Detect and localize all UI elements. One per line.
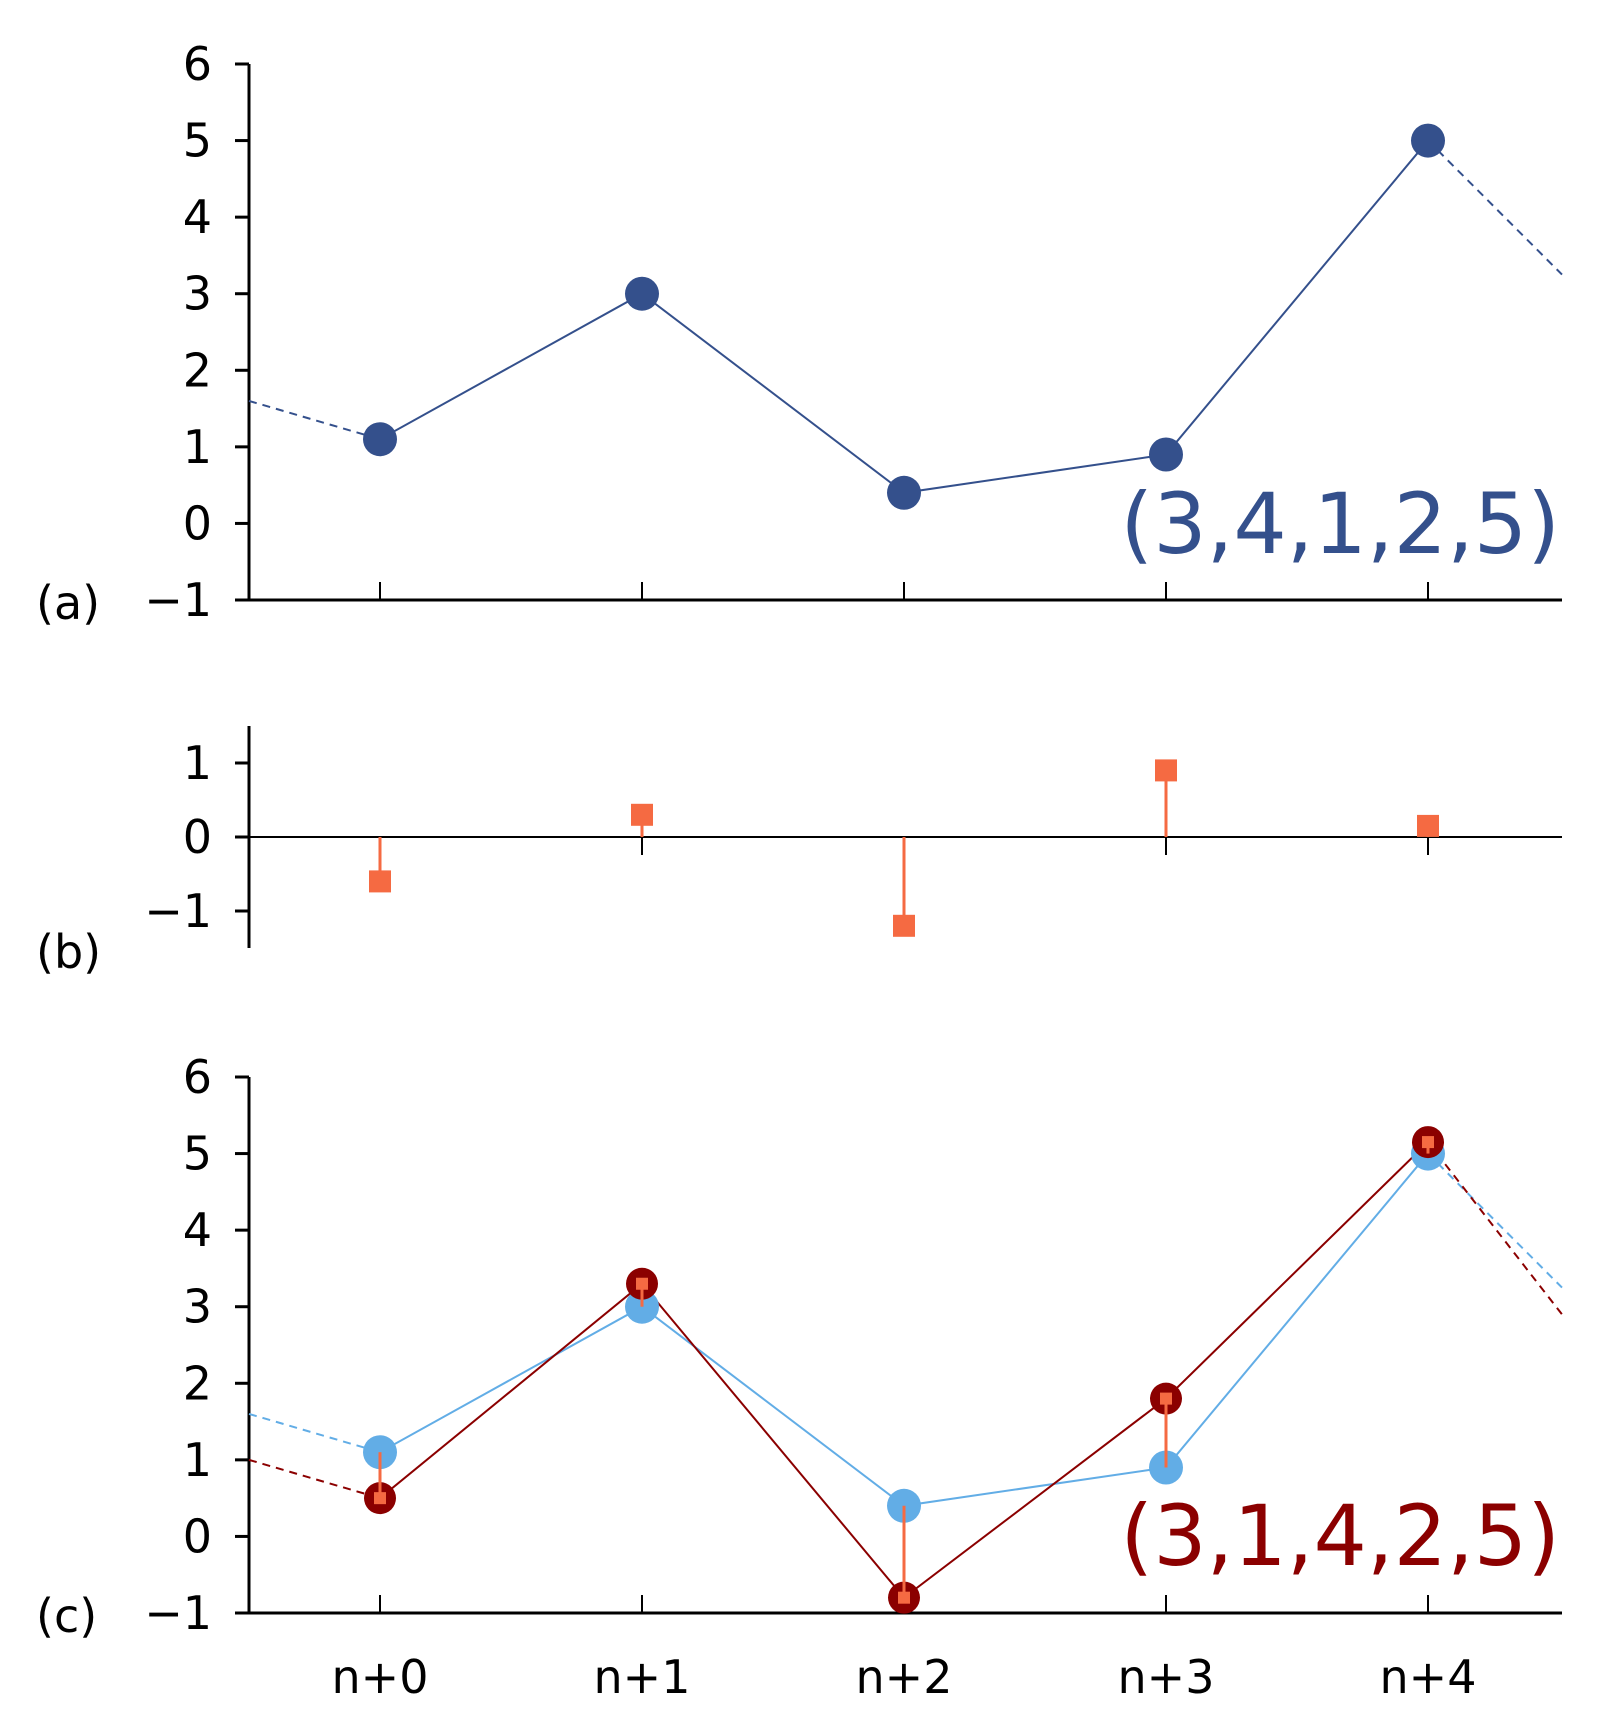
panel-c-original-line	[379, 1152, 1429, 1507]
panel-label-b: (b)	[36, 925, 101, 979]
panel-a-y-tick-label: 0	[183, 496, 212, 550]
panel-c-y-ticks: 6 5 4 3 2 1 0 −1	[144, 1050, 249, 1640]
panel-b-y-tick-label: 0	[183, 810, 212, 864]
x-tick-label: n+4	[1380, 1650, 1477, 1704]
panel-b-marker	[893, 914, 915, 937]
panel-c-y-tick-label: 2	[183, 1356, 212, 1410]
panel-a-point	[1411, 123, 1445, 158]
x-tick-label: n+0	[332, 1650, 429, 1704]
panel-c-diff-marker	[1422, 1136, 1434, 1149]
panel-b-marker	[631, 803, 653, 826]
panel-a-point	[363, 422, 397, 457]
x-tick-label: n+2	[856, 1650, 953, 1704]
panel-a-y-tick-label: 2	[183, 343, 212, 397]
panel-a-y-tick-label: 3	[183, 267, 212, 321]
panel-c: (c) 6 5 4 3 2 1 0 −1 n+0 n+1 n+2 n+3 n+4 (3,1,4,2,5…	[36, 1050, 1563, 1704]
panel-a-x-ticks	[379, 582, 1429, 600]
panel-c-diff-marker	[374, 1492, 386, 1505]
panel-b-y-ticks: 1 0 −1	[144, 736, 249, 938]
panel-c-permuted-lead-in	[248, 1458, 381, 1500]
panel-b: (b) 1 0 −1	[36, 726, 1562, 979]
panel-b-marker	[1155, 759, 1177, 782]
panel-c-original-lead-out	[1427, 1152, 1563, 1289]
panel-c-y-tick-label: 3	[183, 1280, 212, 1334]
panel-b-stems	[369, 759, 1439, 937]
panel-c-annotation: (3,1,4,2,5)	[1120, 1487, 1560, 1585]
panel-a-point	[625, 276, 659, 311]
panel-a-y-tick-label: 4	[183, 190, 212, 244]
panel-c-diff-marker	[1160, 1392, 1172, 1405]
panel-c-y-tick-label: 0	[183, 1509, 212, 1563]
panel-a-y-tick-label: 1	[183, 420, 212, 474]
panel-label-a: (a)	[36, 576, 100, 630]
panel-a-lead-in	[248, 399, 381, 441]
panel-c-x-ticks: n+0 n+1 n+2 n+3 n+4	[332, 1595, 1477, 1704]
panel-c-permuted-lead-out	[1427, 1141, 1563, 1315]
panel-a-axes	[247, 64, 1562, 602]
panel-a-point	[887, 475, 921, 510]
panel-a-y-tick-label: −1	[144, 573, 212, 627]
panel-c-y-tick-label: 4	[183, 1203, 212, 1257]
panel-b-marker	[1417, 814, 1439, 837]
panel-a-points	[363, 123, 1445, 510]
panel-a-lead-out	[1427, 139, 1563, 276]
panel-c-original-lead-in	[248, 1412, 381, 1454]
panel-label-c: (c)	[36, 1589, 97, 1643]
panel-a-y-tick-label: 5	[183, 114, 212, 168]
panel-c-diff-marker	[636, 1277, 648, 1290]
panel-a-series-line	[248, 139, 1563, 494]
panel-c-diff-marker	[898, 1591, 910, 1604]
panel-c-y-tick-label: −1	[144, 1586, 212, 1640]
panel-a-annotation: (3,4,1,2,5)	[1120, 475, 1560, 573]
panel-b-y-tick-label: −1	[144, 884, 212, 938]
panel-b-y-tick-label: 1	[183, 736, 212, 790]
panel-a-point	[1149, 437, 1183, 472]
panel-a-line	[379, 139, 1429, 494]
panel-c-y-tick-label: 5	[183, 1127, 212, 1181]
panel-c-y-tick-label: 1	[183, 1433, 212, 1487]
panel-c-points	[363, 1126, 1445, 1614]
panel-b-marker	[369, 870, 391, 893]
x-tick-label: n+1	[594, 1650, 691, 1704]
panel-a-y-tick-label: 6	[183, 37, 212, 91]
panel-a-y-ticks: 6 5 4 3 2 1 0 −1	[144, 37, 249, 627]
panel-a: (a) 6 5 4 3 2 1 0 −1 (3,4,1,2,5)	[36, 37, 1563, 630]
panel-c-y-tick-label: 6	[183, 1050, 212, 1104]
x-tick-label: n+3	[1118, 1650, 1215, 1704]
